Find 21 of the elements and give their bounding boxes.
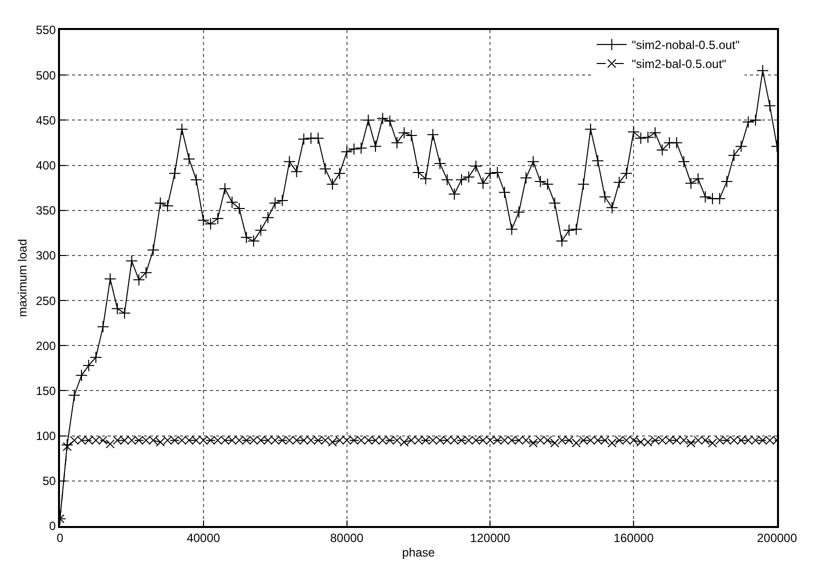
x-tick-label: 160000 [614, 531, 654, 546]
y-tick-label: 500 [36, 68, 56, 82]
y-tick-label: 400 [36, 158, 56, 172]
y-tick-label: 450 [36, 113, 56, 128]
legend-label: "sim2-nobal-0.5.out" [632, 38, 740, 52]
x-tick-label: 40000 [186, 531, 220, 546]
x-tick-label: 120000 [470, 531, 511, 546]
y-tick-label: 50 [42, 474, 56, 488]
x-tick-label: 200000 [756, 531, 798, 546]
y-tick-label: 100 [36, 429, 56, 444]
y-tick-label: 250 [36, 294, 56, 308]
x-axis-title: phase [402, 546, 436, 560]
y-tick-label: 150 [36, 384, 56, 398]
y-tick-label: 300 [36, 248, 56, 263]
x-tick-label: 80000 [330, 531, 364, 546]
y-tick-label: 350 [36, 204, 56, 218]
y-tick-label: 200 [36, 338, 56, 353]
y-tick-label: 0 [49, 519, 56, 534]
y-tick-label: 550 [36, 23, 56, 38]
y-axis-title: maximum load [16, 238, 30, 318]
legend-label: "sim2-bal-0.5.out" [632, 57, 726, 72]
